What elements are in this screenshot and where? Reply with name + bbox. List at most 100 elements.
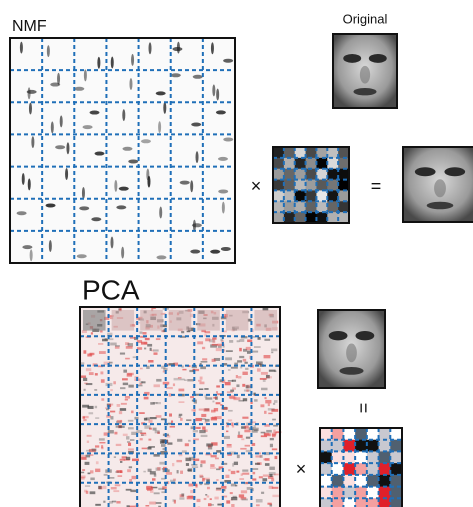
- pca-weight-cell: [355, 463, 368, 476]
- pca-basis-texture: [251, 350, 259, 353]
- pca-weight-cell: [320, 463, 333, 476]
- pca-basis-texture: [144, 347, 147, 350]
- nose: [359, 65, 371, 84]
- nmf-weight-cell: [338, 201, 350, 213]
- pca-basis-texture: [179, 494, 184, 498]
- nmf-weight-cell: [273, 147, 285, 159]
- pca-basis-texture: [148, 427, 152, 430]
- pca-basis-texture: [230, 470, 236, 475]
- pca-basis-texture: [253, 425, 256, 429]
- nmf-basis-part: [65, 168, 69, 181]
- pca-weight-cell: [343, 451, 356, 464]
- pca-basis-texture: [261, 387, 268, 391]
- pca-basis-texture: [204, 388, 209, 390]
- pca-basis-texture: [193, 438, 199, 441]
- pca-basis-texture: [246, 350, 251, 354]
- pca-basis-texture: [207, 503, 212, 507]
- pca-basis-texture: [82, 415, 89, 419]
- pca-weight-cell: [378, 498, 391, 507]
- pca-basis-texture: [128, 427, 134, 430]
- pca-weight-cell: [343, 439, 356, 452]
- pca-basis-texture: [163, 367, 168, 371]
- pca-basis-texture: [190, 426, 194, 430]
- pca-basis-texture: [239, 347, 242, 352]
- pca-basis-texture: [102, 485, 107, 490]
- pca-basis-texture: [210, 409, 216, 413]
- pca-basis-texture: [155, 415, 162, 418]
- pca-basis-texture: [199, 474, 204, 478]
- pca-basis-texture: [194, 393, 202, 396]
- nmf-grid-border: [9, 37, 236, 264]
- pca-basis-texture: [193, 458, 200, 462]
- pca-basis-texture: [198, 388, 204, 391]
- nmf-basis-part: [121, 246, 125, 259]
- pca-basis-texture: [211, 358, 216, 362]
- pca-weight-cell: [331, 463, 344, 476]
- pca-basis-texture: [204, 331, 211, 334]
- pca-basis-texture: [111, 500, 117, 503]
- pca-basis-texture: [200, 434, 208, 438]
- nmf-basis-part: [212, 84, 216, 97]
- pca-basis-texture: [271, 486, 279, 489]
- nmf-basis-part: [147, 175, 151, 188]
- pca-basis-texture: [259, 364, 264, 367]
- pca-basis-texture: [120, 419, 123, 423]
- pca-weight-cell: [390, 498, 403, 507]
- pca-basis-texture: [210, 504, 214, 506]
- pca-basis-texture: [139, 383, 142, 385]
- pca-weight-cell: [343, 428, 356, 441]
- pca-basis-texture: [116, 419, 123, 423]
- pca-basis-texture: [127, 469, 131, 473]
- pca-basis-texture: [268, 485, 274, 489]
- pca-basis-texture: [158, 487, 165, 490]
- pca-basis-texture: [185, 457, 192, 462]
- pca-basis-texture: [162, 447, 166, 451]
- pca-basis-texture: [210, 417, 218, 421]
- pca-basis-top: [140, 310, 163, 331]
- pca-weight-cell: [331, 451, 344, 464]
- nmf-basis-part: [191, 122, 202, 127]
- nmf-basis-part: [76, 254, 87, 259]
- pca-basis-texture: [242, 469, 249, 472]
- nmf-weight-cell: [316, 201, 328, 213]
- pca-basis-texture: [247, 318, 252, 322]
- pca-basis-texture: [215, 391, 219, 394]
- pca-basis-texture: [94, 405, 98, 409]
- pca-basis-texture: [126, 373, 133, 377]
- nmf-basis-part: [191, 223, 202, 228]
- eye: [355, 331, 375, 341]
- nmf-basis-part: [74, 86, 85, 91]
- pca-basis-texture: [208, 339, 215, 343]
- pca-basis-texture: [269, 437, 274, 441]
- pca-basis-texture: [98, 485, 102, 490]
- nmf-weight-cell: [273, 212, 285, 224]
- nmf-weight-cell: [327, 212, 339, 224]
- pca-basis-texture: [141, 447, 148, 450]
- pca-basis-texture: [95, 468, 101, 473]
- pca-weight-cell: [355, 451, 368, 464]
- pca-basis-texture: [242, 416, 249, 419]
- pca-basis-texture: [127, 448, 134, 451]
- pca-basis-texture: [264, 397, 267, 400]
- nmf-basis-part: [218, 189, 229, 194]
- pca-basis-texture: [116, 501, 121, 504]
- nmf-basis-part: [59, 115, 63, 128]
- pca-basis-texture: [141, 381, 146, 384]
- pca-basis-texture: [84, 489, 88, 493]
- nmf-weight-cell: [316, 147, 328, 159]
- pca-basis-texture: [155, 467, 161, 471]
- nmf-basis-part: [210, 42, 214, 55]
- pca-basis-texture: [159, 440, 165, 444]
- pca-basis-texture: [88, 372, 94, 376]
- pca-weight-cell: [331, 474, 344, 488]
- pca-basis-texture: [110, 342, 117, 346]
- nmf-weight-cell: [294, 212, 307, 224]
- pca-basis-texture: [131, 431, 138, 435]
- pca-basis-texture: [187, 469, 192, 471]
- pca-basis-texture: [238, 494, 245, 498]
- pca-basis-texture: [240, 365, 243, 369]
- pca-basis-texture: [262, 474, 270, 477]
- nmf-basis-part: [48, 239, 52, 252]
- pca-basis-texture: [186, 330, 191, 333]
- pca-basis-texture: [107, 477, 115, 479]
